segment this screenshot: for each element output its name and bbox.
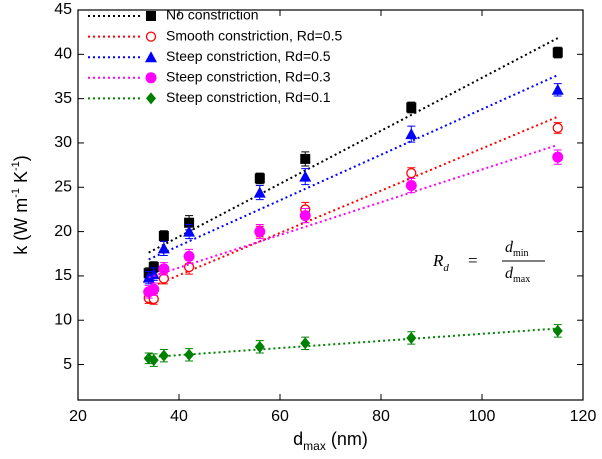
marker bbox=[406, 167, 417, 179]
legend-label: Steep constriction, Rd=0.3 bbox=[166, 69, 331, 85]
y-tick-label: 35 bbox=[54, 90, 72, 107]
y-tick-label: 10 bbox=[54, 311, 72, 328]
fit-line bbox=[148, 327, 558, 359]
marker bbox=[406, 331, 417, 344]
marker bbox=[300, 337, 311, 350]
y-tick-label: 15 bbox=[54, 267, 72, 284]
marker bbox=[552, 324, 563, 337]
y-tick-label: 20 bbox=[54, 223, 72, 240]
x-axis-label-part: (nm) bbox=[326, 429, 368, 449]
legend-label: Steep constriction, Rd=0.5 bbox=[166, 48, 331, 64]
marker bbox=[405, 128, 418, 140]
y-tick-label: 45 bbox=[54, 1, 72, 18]
marker bbox=[145, 51, 157, 63]
marker bbox=[405, 180, 417, 191]
annotation-den: dmax bbox=[505, 265, 530, 285]
annotation-part: d bbox=[505, 239, 514, 256]
y-axis-label-group: k (W m-1 K-1) bbox=[10, 155, 31, 255]
x-tick-label: 120 bbox=[570, 408, 597, 425]
y-axis-label-part: ) bbox=[11, 155, 31, 161]
x-axis-label: dmax (nm) bbox=[293, 429, 368, 453]
marker bbox=[148, 354, 159, 367]
y-axis-label: k (W m-1 K-1) bbox=[10, 155, 31, 255]
y-axis-label-part: k (W m bbox=[11, 198, 31, 255]
marker bbox=[254, 340, 265, 353]
marker bbox=[551, 83, 564, 95]
marker bbox=[158, 263, 170, 275]
fit-line bbox=[148, 115, 559, 289]
marker bbox=[299, 210, 311, 222]
marker bbox=[158, 349, 169, 362]
marker bbox=[254, 226, 266, 238]
marker bbox=[158, 231, 169, 242]
x-tick-label: 80 bbox=[372, 408, 390, 425]
marker bbox=[406, 102, 417, 113]
x-axis-label-part: max bbox=[303, 439, 326, 453]
x-tick-label: 40 bbox=[170, 408, 188, 425]
marker bbox=[253, 186, 266, 198]
marker bbox=[147, 268, 160, 280]
x-tick-label: 60 bbox=[271, 408, 289, 425]
annotation-part: max bbox=[513, 274, 530, 285]
marker bbox=[157, 242, 170, 254]
marker bbox=[183, 250, 195, 262]
y-tick-label: 25 bbox=[54, 178, 72, 195]
x-tick-label: 100 bbox=[469, 408, 496, 425]
y-axis-label-part: -1 bbox=[10, 161, 22, 171]
marker bbox=[184, 348, 195, 361]
marker bbox=[148, 283, 160, 295]
y-tick-label: 30 bbox=[54, 134, 72, 151]
annotation-eq: = bbox=[468, 251, 478, 270]
fit-line bbox=[148, 37, 559, 254]
plot-frame bbox=[77, 9, 584, 401]
marker bbox=[184, 217, 195, 228]
marker bbox=[148, 262, 159, 273]
annotation-lhs: Rd bbox=[432, 251, 449, 274]
x-tick-label: 20 bbox=[69, 408, 87, 425]
marker bbox=[300, 153, 311, 164]
marker bbox=[146, 11, 156, 21]
marker bbox=[145, 31, 157, 42]
y-axis-label-part: K bbox=[11, 171, 31, 188]
annotation-part: R bbox=[432, 251, 444, 270]
marker bbox=[299, 170, 312, 182]
annotation-part: d bbox=[443, 262, 449, 274]
y-tick-label: 40 bbox=[54, 46, 72, 63]
legend-label: Smooth constriction, Rd=0.5 bbox=[166, 27, 342, 43]
legend-label: Steep constriction, Rd=0.1 bbox=[166, 89, 331, 105]
x-axis-label-part: d bbox=[293, 429, 303, 449]
marker bbox=[552, 47, 563, 58]
marker bbox=[145, 72, 157, 84]
marker bbox=[183, 225, 196, 237]
marker bbox=[146, 92, 156, 105]
y-tick-label: 5 bbox=[63, 356, 72, 373]
marker bbox=[552, 151, 564, 163]
annotation-num: dmin bbox=[505, 239, 529, 259]
marker bbox=[254, 173, 265, 184]
annotation-part: min bbox=[513, 248, 529, 259]
legend-label: No constriction bbox=[166, 7, 259, 23]
annotation-part: d bbox=[505, 265, 514, 282]
marker bbox=[552, 122, 563, 134]
fit-line bbox=[148, 144, 559, 279]
y-axis-label-part: -1 bbox=[10, 188, 22, 198]
